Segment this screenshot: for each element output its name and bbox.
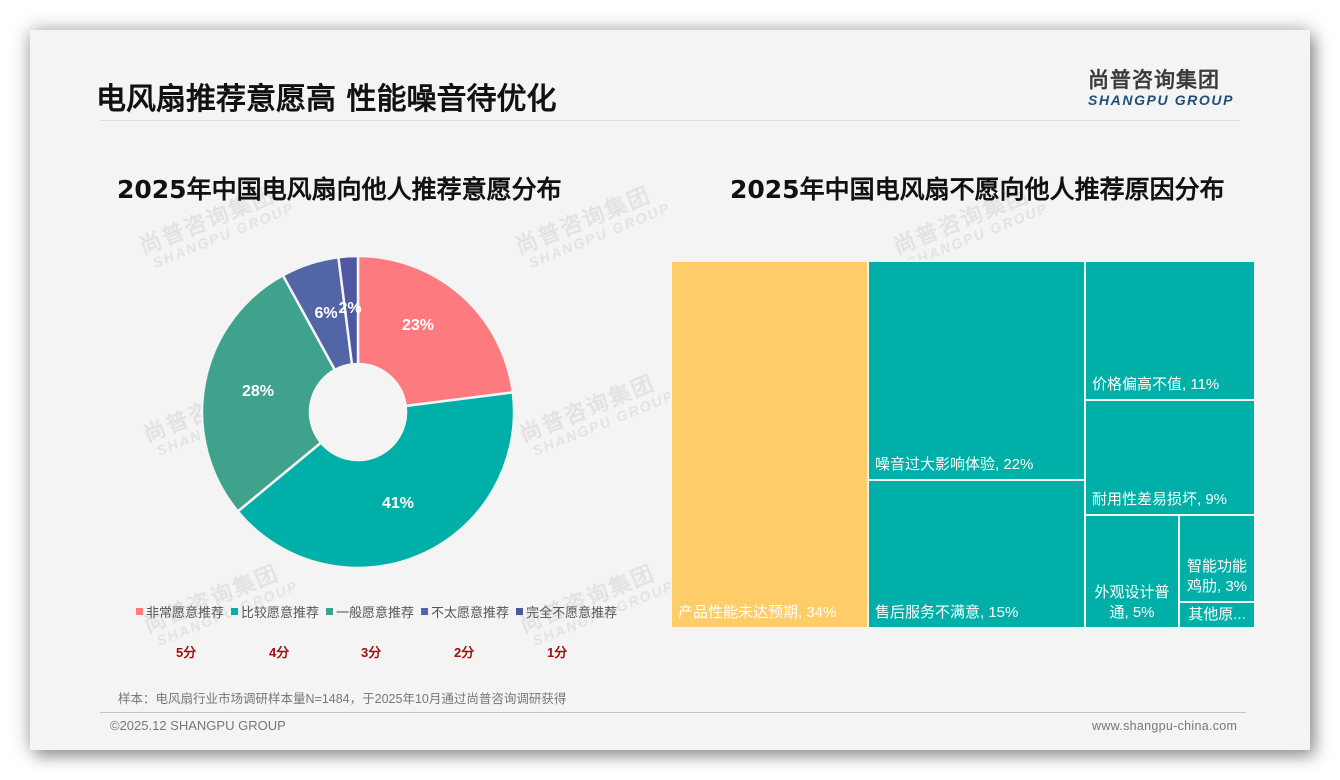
legend-item[interactable]: 比较愿意推荐	[231, 602, 319, 621]
tile-label: 耐用性差易损坏, 9%	[1092, 490, 1228, 508]
slice-very-willing	[356, 254, 515, 408]
donut-chart-title: 2025年中国电风扇向他人推荐意愿分布	[117, 175, 562, 204]
title-divider	[100, 120, 1240, 121]
legend-item[interactable]: 不太愿意推荐	[421, 602, 509, 621]
footer-divider	[100, 712, 1246, 713]
treemap-tile: 噪音过大影响体验, 22%	[867, 260, 1086, 481]
donut-legend: 非常愿意推荐 比较愿意推荐 一般愿意推荐 不太愿意推荐 完全不愿意推荐	[136, 602, 624, 621]
tile-label: 产品性能未达预期, 34%	[678, 603, 837, 621]
treemap-tile: 产品性能未达预期, 34%	[670, 260, 869, 629]
score-label: 3分	[361, 645, 382, 660]
treemap-tile: 价格偏高不值, 11%	[1084, 260, 1256, 401]
legend-label: 一般愿意推荐	[336, 605, 415, 620]
legend-item[interactable]: 完全不愿意推荐	[516, 602, 617, 621]
score-label: 1分	[547, 645, 568, 660]
donut-chart: 23% 41% 28% 6% 2%	[200, 254, 516, 570]
treemap-tile: 智能功能 鸡肋, 3%	[1178, 514, 1256, 603]
slice-fairly-willing	[236, 391, 516, 570]
score-label: 4分	[269, 645, 290, 660]
logo-cn: 尚普咨询集团	[1088, 68, 1220, 92]
slice-label: 28%	[241, 383, 275, 400]
treemap-chart: 产品性能未达预期, 34% 噪音过大影响体验, 22% 售后服务不满意, 15%…	[670, 260, 1256, 629]
tile-label: 售后服务不满意, 15%	[875, 603, 1019, 621]
treemap-tile: 其他原...	[1178, 601, 1256, 629]
slice-label: 2%	[338, 300, 362, 317]
legend-swatch	[136, 608, 143, 615]
slice-label: 41%	[381, 495, 415, 512]
legend-label: 完全不愿意推荐	[526, 605, 618, 620]
slide: 电风扇推荐意愿高 性能噪音待优化 尚普咨询集团 SHANGPU GROUP 尚普…	[30, 30, 1310, 750]
treemap-chart-title: 2025年中国电风扇不愿向他人推荐原因分布	[730, 175, 1225, 204]
legend-swatch	[231, 608, 239, 615]
company-logo: 尚普咨询集团 SHANGPU GROUP	[1088, 64, 1234, 108]
tile-label: 智能功能 鸡肋, 3%	[1186, 557, 1247, 595]
slice-not-at-all	[337, 254, 360, 366]
tile-label: 噪音过大影响体验, 22%	[875, 455, 1034, 473]
sample-note: 样本：电风扇行业市场调研样本量N=1484，于2025年10月通过尚普咨询调研获…	[118, 692, 567, 706]
slice-label: 23%	[401, 317, 435, 334]
legend-swatch	[326, 608, 334, 615]
legend-label: 不太愿意推荐	[431, 605, 510, 620]
treemap-tile: 耐用性差易损坏, 9%	[1084, 399, 1256, 516]
score-label: 5分	[176, 645, 197, 660]
legend-label: 非常愿意推荐	[146, 605, 225, 620]
copyright: ©2025.12 SHANGPU GROUP	[110, 718, 286, 733]
slice-neutral	[200, 273, 337, 514]
website-link[interactable]: www.shangpu-china.com	[1092, 719, 1238, 733]
legend-swatch	[516, 608, 524, 615]
score-label: 2分	[454, 645, 475, 660]
tile-label: 价格偏高不值, 11%	[1092, 375, 1220, 393]
legend-swatch	[421, 608, 429, 615]
treemap-tile: 售后服务不满意, 15%	[867, 479, 1086, 629]
logo-en: SHANGPU GROUP	[1088, 92, 1235, 108]
donut-svg	[200, 254, 516, 570]
page-title: 电风扇推荐意愿高 性能噪音待优化	[96, 82, 557, 117]
legend-item[interactable]: 非常愿意推荐	[136, 602, 224, 621]
tile-label: 其他原...	[1188, 605, 1246, 623]
slice-label: 6%	[314, 305, 338, 322]
legend-label: 比较愿意推荐	[241, 605, 320, 620]
treemap-tile: 外观设计普 通, 5%	[1084, 514, 1180, 629]
legend-item[interactable]: 一般愿意推荐	[326, 602, 414, 621]
tile-label: 外观设计普 通, 5%	[1094, 583, 1170, 621]
